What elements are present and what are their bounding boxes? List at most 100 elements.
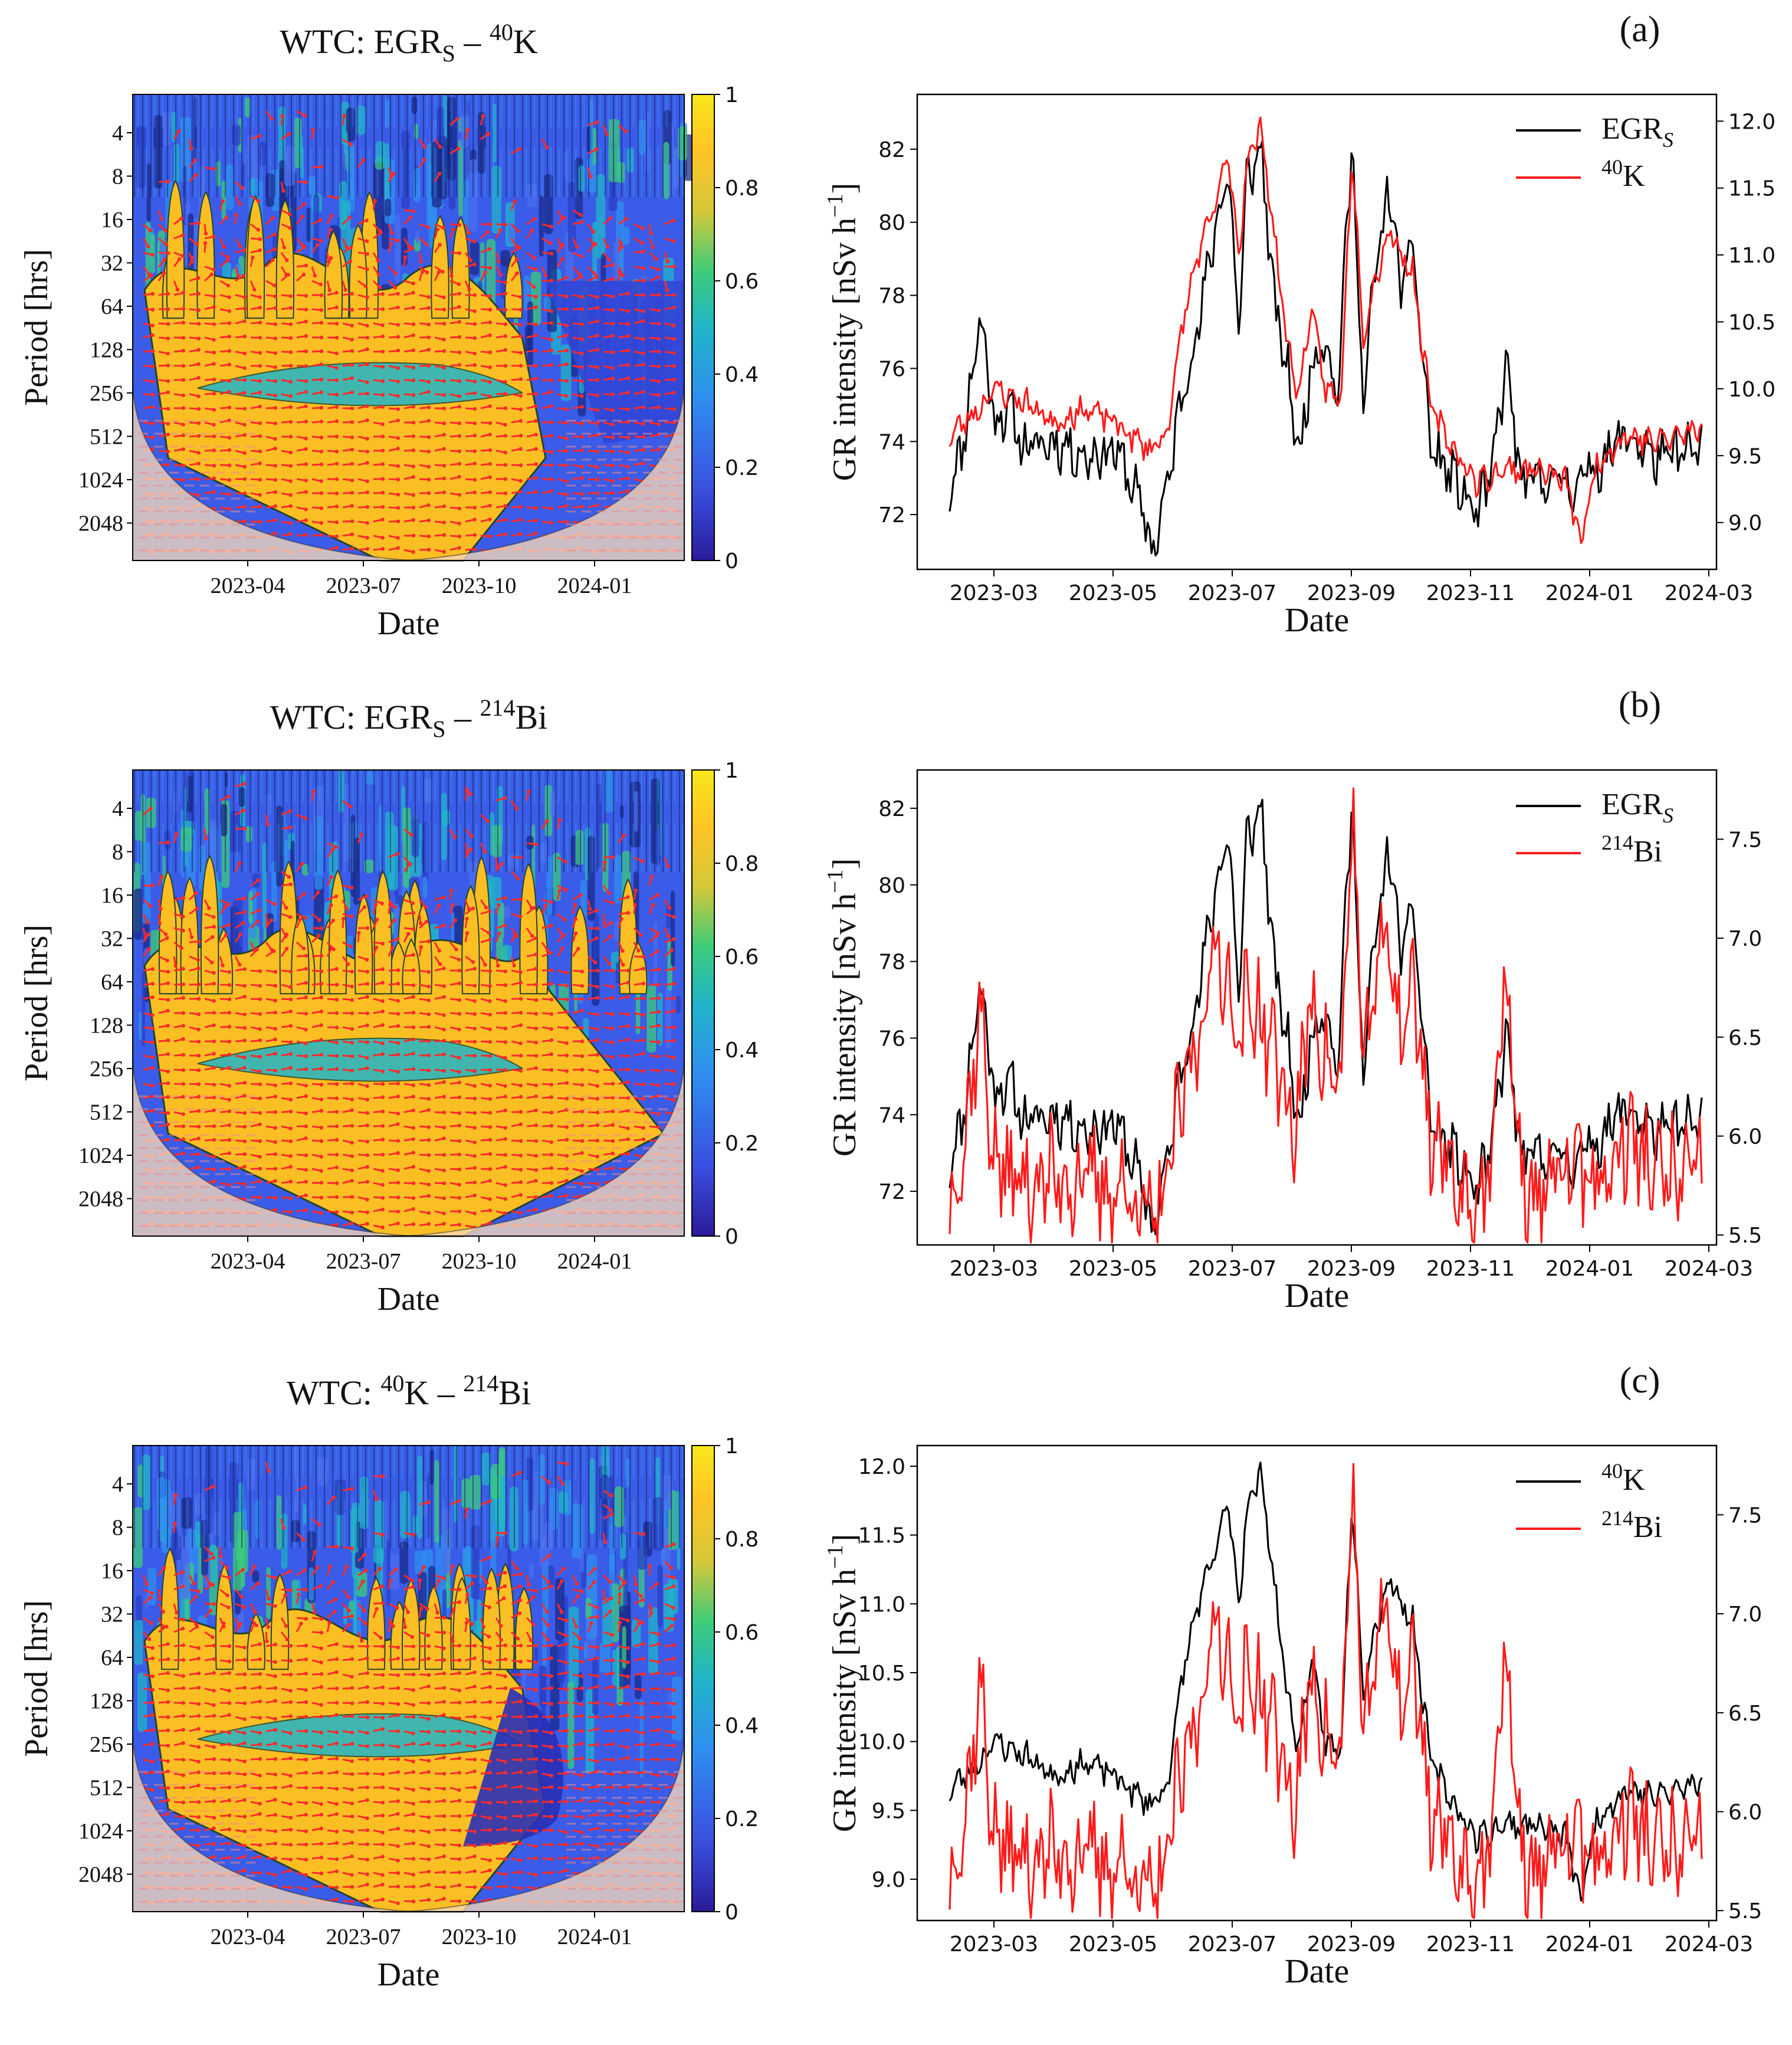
x-tick-label: 2024-03: [1665, 1932, 1753, 1956]
colorbar-tick-label: 1: [725, 759, 739, 783]
colorbar-tick-label: 1: [725, 1434, 739, 1459]
y-tick-label: 78: [878, 951, 905, 975]
y2-tick-label: 10.5: [1728, 310, 1775, 335]
x-axis-label: Date: [1285, 1276, 1350, 1315]
y2-tick-label: 10.0: [1728, 378, 1775, 402]
panel-letter: (c): [1620, 1361, 1660, 1401]
y2-tick-label: 6.5: [1728, 1026, 1762, 1050]
panel-c: WTC: 40K – 214Bi481632641282565121024204…: [18, 1361, 1762, 1993]
period-tick-label: 256: [90, 1057, 123, 1082]
date-tick-label: 2023-04: [211, 1925, 285, 1949]
period-tick-label: 16: [101, 1559, 123, 1584]
period-tick-label: 64: [101, 1646, 123, 1670]
wtc-colorbar: 10.80.60.40.20: [692, 1434, 759, 1925]
y2-tick-label: 11.0: [1728, 244, 1775, 268]
panel-b: WTC: EGRS – 214Bi48163264128256512102420…: [18, 685, 1762, 1318]
colorbar-tick-label: 0.8: [725, 1528, 759, 1552]
period-tick-label: 4: [112, 797, 123, 821]
x-tick-label: 2024-01: [1545, 581, 1634, 605]
series-line-214Bi: [950, 1464, 1702, 1918]
x-tick-label: 2023-03: [950, 1932, 1038, 1956]
period-tick-label: 16: [101, 208, 123, 232]
period-tick-label: 512: [90, 425, 123, 450]
legend-label: 40K: [1601, 1459, 1645, 1497]
x-tick-label: 2023-03: [950, 581, 1038, 605]
y-axis-label: GR intensity [nSv h−1]: [823, 183, 863, 481]
period-tick-label: 2048: [78, 1863, 123, 1887]
period-tick-label: 4: [112, 1472, 123, 1497]
date-tick-label: 2023-07: [326, 1925, 401, 1949]
line-chart: (a)7274767880829.09.510.010.511.011.512.…: [823, 9, 1775, 639]
series-line-EGRs: [950, 141, 1702, 556]
y-tick-label: 82: [878, 138, 905, 162]
y-tick-label: 12.0: [858, 1455, 905, 1479]
y2-tick-label: 7.5: [1728, 1503, 1762, 1528]
period-tick-label: 4: [112, 121, 123, 146]
colorbar-tick-label: 0: [725, 1900, 739, 1925]
colorbar-tick-label: 1: [725, 83, 739, 107]
period-tick-label: 2048: [78, 1187, 123, 1212]
y2-tick-label: 12.0: [1728, 110, 1775, 134]
wtc-period-label: Period [hrs]: [18, 1600, 55, 1757]
y2-tick-label: 7.0: [1728, 927, 1762, 951]
period-tick-label: 128: [90, 338, 123, 363]
period-tick-label: 32: [101, 1602, 123, 1627]
panel-a: WTC: EGRS – 40K4816326412825651210242048…: [18, 9, 1775, 642]
left-y-axis: 9.09.510.010.511.011.512.0: [858, 1455, 917, 1892]
legend-label: 40K: [1601, 155, 1645, 193]
series-line-40K: [950, 117, 1702, 543]
period-tick-label: 1024: [78, 468, 123, 493]
y-tick-label: 11.0: [858, 1592, 905, 1617]
x-tick-label: 2024-03: [1665, 581, 1753, 605]
date-tick-label: 2023-10: [442, 573, 517, 598]
y-axis-label: GR intensity [nSv h−1]: [823, 858, 863, 1157]
date-tick-label: 2023-10: [442, 1925, 517, 1949]
period-tick-label: 8: [112, 840, 123, 865]
y-tick-label: 78: [878, 284, 905, 309]
x-tick-label: 2023-11: [1426, 1257, 1515, 1281]
date-tick-label: 2023-07: [326, 1249, 401, 1274]
legend-label: EGRS: [1601, 112, 1673, 152]
x-tick-label: 2023-07: [1188, 1257, 1276, 1281]
period-tick-label: 32: [101, 927, 123, 952]
x-tick-label: 2023-11: [1426, 1932, 1515, 1956]
y-tick-label: 72: [878, 503, 905, 527]
date-tick-label: 2023-10: [442, 1249, 517, 1274]
y-tick-label: 80: [878, 874, 905, 898]
colorbar-tick-label: 0.4: [725, 1038, 759, 1063]
colorbar-tick-label: 0.2: [725, 1807, 759, 1831]
x-tick-label: 2023-05: [1069, 1257, 1157, 1281]
y-tick-label: 72: [878, 1180, 905, 1204]
colorbar-gradient: [692, 770, 714, 1236]
period-tick-label: 16: [101, 883, 123, 908]
colorbar-tick-label: 0.6: [725, 1621, 759, 1645]
y2-tick-label: 7.5: [1728, 828, 1762, 852]
x-tick-label: 2024-01: [1545, 1257, 1634, 1281]
y-tick-label: 74: [878, 430, 905, 454]
y2-tick-label: 7.0: [1728, 1602, 1762, 1627]
y2-tick-label: 5.5: [1728, 1899, 1762, 1923]
y-tick-label: 82: [878, 797, 905, 821]
wtc-noise-streaks: [133, 94, 684, 197]
x-tick-label: 2024-01: [1545, 1932, 1634, 1956]
colorbar-tick-label: 0.8: [725, 176, 759, 201]
legend-label: 214Bi: [1601, 1506, 1662, 1544]
x-tick-label: 2023-05: [1069, 581, 1157, 605]
period-tick-label: 256: [90, 381, 123, 406]
colorbar-tick-label: 0.2: [725, 1132, 759, 1156]
x-axis-label: Date: [1285, 601, 1350, 639]
legend-label: 214Bi: [1601, 831, 1662, 869]
date-tick-label: 2024-01: [557, 573, 632, 598]
date-tick-label: 2024-01: [557, 1249, 632, 1274]
period-tick-label: 1024: [78, 1143, 123, 1168]
y-tick-label: 10.0: [858, 1731, 905, 1755]
wtc-colorbar: 10.80.60.40.20: [692, 759, 759, 1249]
